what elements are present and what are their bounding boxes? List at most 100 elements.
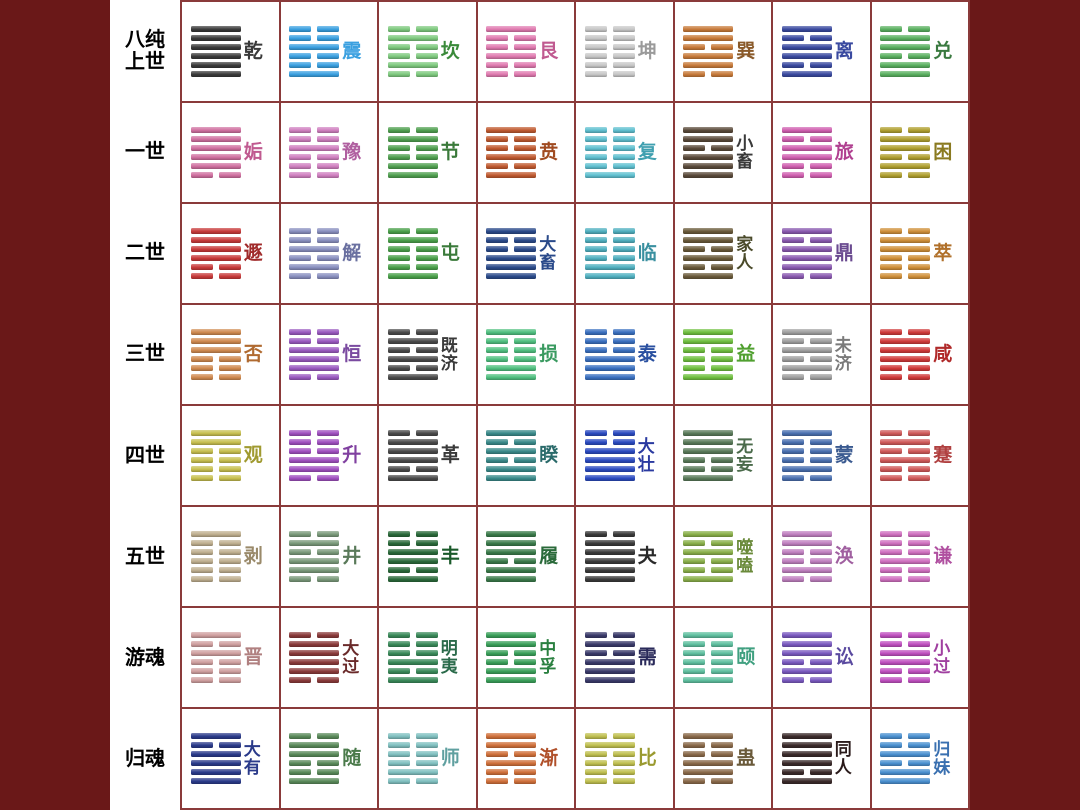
hexagram-name: 涣 xyxy=(835,547,861,567)
hexagram-icon xyxy=(388,632,438,683)
hexagram-icon xyxy=(289,430,339,481)
hexagram-name: 坤 xyxy=(638,42,664,62)
hexagram-name: 萃 xyxy=(933,244,959,264)
hexagram-name: 未济 xyxy=(835,337,861,373)
hexagram-cell-1-2: 节 xyxy=(378,102,477,203)
hexagram-cell-0-2: 坎 xyxy=(378,1,477,102)
hexagram-name: 归妹 xyxy=(933,741,959,777)
hexagram-name: 需 xyxy=(638,648,664,668)
hexagram-cell-4-3: 睽 xyxy=(477,405,576,506)
hexagram-name: 升 xyxy=(342,446,368,466)
hexagram-icon xyxy=(289,733,339,784)
hexagram-cell-5-6: 涣 xyxy=(772,506,871,607)
hexagram-name: 颐 xyxy=(736,648,762,668)
hexagram-name: 比 xyxy=(638,749,664,769)
hexagram-icon xyxy=(782,632,832,683)
hexagram-icon xyxy=(486,430,536,481)
hexagram-name: 泰 xyxy=(638,345,664,365)
hexagram-icon xyxy=(585,26,635,77)
hexagram-cell-2-4: 临 xyxy=(575,203,674,304)
hexagram-name: 否 xyxy=(244,345,270,365)
hexagram-name: 师 xyxy=(441,749,467,769)
hexagram-icon xyxy=(388,228,438,279)
hexagram-cell-1-3: 贲 xyxy=(477,102,576,203)
hexagram-icon xyxy=(585,632,635,683)
hexagram-name: 蒙 xyxy=(835,446,861,466)
row-label-4: 四世 xyxy=(110,405,180,506)
hexagram-name: 恒 xyxy=(342,345,368,365)
hexagram-cell-2-3: 大畜 xyxy=(477,203,576,304)
hexagram-name: 震 xyxy=(342,42,368,62)
hexagram-icon xyxy=(585,733,635,784)
hexagram-cell-0-0: 乾 xyxy=(181,1,280,102)
hexagram-name: 大壮 xyxy=(638,438,664,474)
hexagram-icon xyxy=(191,127,241,178)
hexagram-cell-2-2: 屯 xyxy=(378,203,477,304)
hexagram-name: 同人 xyxy=(835,741,861,777)
hexagram-icon xyxy=(486,26,536,77)
hexagram-cell-5-7: 谦 xyxy=(871,506,970,607)
hexagram-icon xyxy=(880,26,930,77)
hexagram-cell-4-6: 蒙 xyxy=(772,405,871,506)
row-label-6: 游魂 xyxy=(110,608,180,709)
hexagram-cell-0-4: 坤 xyxy=(575,1,674,102)
hexagram-name: 旅 xyxy=(835,143,861,163)
hexagram-name: 兑 xyxy=(933,42,959,62)
hexagram-name: 解 xyxy=(342,244,368,264)
hexagram-icon xyxy=(289,329,339,380)
hexagram-cell-7-0: 大有 xyxy=(181,708,280,809)
hexagram-name: 渐 xyxy=(539,749,565,769)
hexagram-icon xyxy=(782,329,832,380)
hexagram-cell-7-1: 随 xyxy=(280,708,379,809)
hexagram-name: 剥 xyxy=(244,547,270,567)
hexagram-cell-6-7: 小过 xyxy=(871,607,970,708)
hexagram-name: 睽 xyxy=(539,446,565,466)
hexagram-grid: 乾震坎艮坤巽离兑姤豫节贲复小畜旅困遯解屯大畜临家人鼎萃否恒既济损泰益未济咸观升革… xyxy=(180,0,970,810)
hexagram-cell-5-5: 噬嗑 xyxy=(674,506,773,607)
hexagram-icon xyxy=(486,733,536,784)
row-label-7: 归魂 xyxy=(110,709,180,810)
hexagram-icon xyxy=(486,632,536,683)
hexagram-name: 困 xyxy=(933,143,959,163)
hexagram-cell-1-6: 旅 xyxy=(772,102,871,203)
hexagram-cell-5-4: 夬 xyxy=(575,506,674,607)
hexagram-icon xyxy=(289,26,339,77)
hexagram-icon xyxy=(388,127,438,178)
hexagram-cell-2-0: 遯 xyxy=(181,203,280,304)
hexagram-name: 大有 xyxy=(244,741,270,777)
hexagram-cell-3-5: 益 xyxy=(674,304,773,405)
hexagram-icon xyxy=(388,26,438,77)
hexagram-cell-1-4: 复 xyxy=(575,102,674,203)
hexagram-name: 蛊 xyxy=(736,749,762,769)
hexagram-cell-3-7: 咸 xyxy=(871,304,970,405)
hexagram-cell-4-0: 观 xyxy=(181,405,280,506)
hexagram-cell-1-0: 姤 xyxy=(181,102,280,203)
hexagram-cell-0-5: 巽 xyxy=(674,1,773,102)
hexagram-icon xyxy=(191,531,241,582)
hexagram-cell-3-0: 否 xyxy=(181,304,280,405)
hexagram-icon xyxy=(880,733,930,784)
hexagram-icon xyxy=(289,228,339,279)
hexagram-cell-2-5: 家人 xyxy=(674,203,773,304)
hexagram-name: 屯 xyxy=(441,244,467,264)
row-label-5: 五世 xyxy=(110,506,180,607)
hexagram-cell-6-3: 中孚 xyxy=(477,607,576,708)
hexagram-cell-4-7: 蹇 xyxy=(871,405,970,506)
row-label-3: 三世 xyxy=(110,304,180,405)
hexagram-name: 巽 xyxy=(736,42,762,62)
hexagram-cell-4-2: 革 xyxy=(378,405,477,506)
hexagram-cell-3-4: 泰 xyxy=(575,304,674,405)
hexagram-icon xyxy=(486,531,536,582)
hexagram-icon xyxy=(782,531,832,582)
hexagram-cell-1-1: 豫 xyxy=(280,102,379,203)
hexagram-cell-6-2: 明夷 xyxy=(378,607,477,708)
hexagram-name: 无妄 xyxy=(736,438,762,474)
hexagram-name: 革 xyxy=(441,446,467,466)
hexagram-name: 乾 xyxy=(244,42,270,62)
row-label-2: 二世 xyxy=(110,203,180,304)
hexagram-name: 晋 xyxy=(244,648,270,668)
hexagram-cell-7-6: 同人 xyxy=(772,708,871,809)
hexagram-icon xyxy=(880,228,930,279)
hexagram-cell-3-1: 恒 xyxy=(280,304,379,405)
hexagram-name: 贲 xyxy=(539,143,565,163)
